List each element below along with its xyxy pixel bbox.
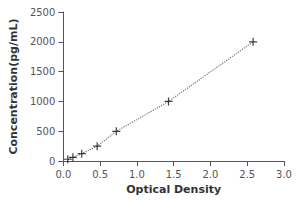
svg-text:500: 500 [36, 126, 55, 137]
svg-text:2.0: 2.0 [202, 169, 218, 180]
svg-text:3.0: 3.0 [276, 169, 292, 180]
svg-text:1.5: 1.5 [166, 169, 182, 180]
svg-text:0: 0 [49, 156, 55, 167]
svg-text:2.5: 2.5 [239, 169, 255, 180]
svg-text:2000: 2000 [30, 36, 55, 47]
svg-text:0.0: 0.0 [55, 169, 71, 180]
svg-text:1.0: 1.0 [129, 169, 145, 180]
svg-text:1500: 1500 [30, 66, 55, 77]
svg-text:Concentration(pg/mL): Concentration(pg/mL) [7, 19, 20, 155]
svg-text:0.5: 0.5 [92, 169, 108, 180]
svg-text:Optical Density: Optical Density [126, 183, 221, 196]
svg-text:1000: 1000 [30, 96, 55, 107]
svg-text:2500: 2500 [30, 7, 55, 18]
